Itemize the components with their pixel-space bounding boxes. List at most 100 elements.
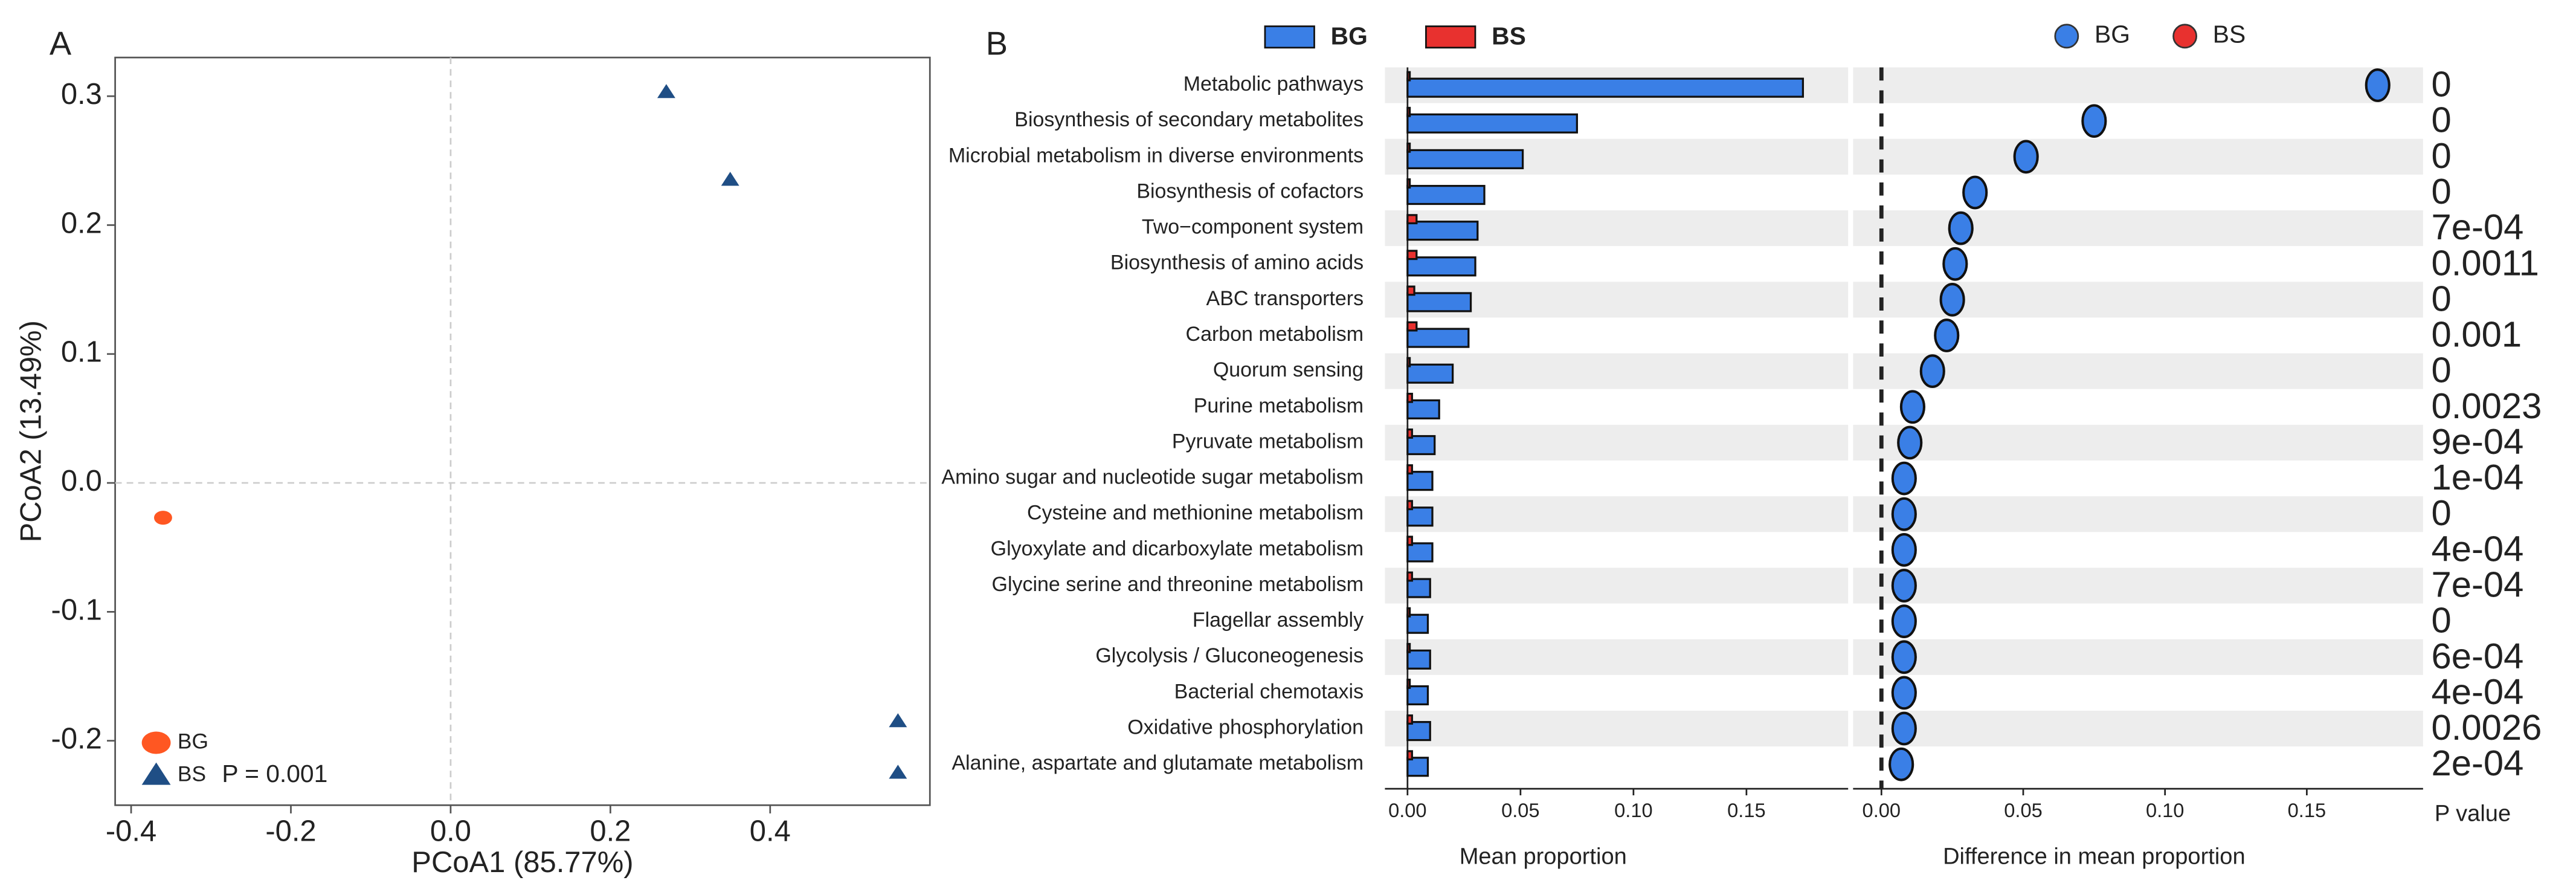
bar [1406,500,1413,511]
legend-swatch [1264,25,1315,49]
dot [1942,247,1968,281]
x-tick-label: 0.10 [1614,799,1652,821]
dot [1891,604,1917,639]
point-triangle [657,84,675,99]
y-tick-label: 0.0 [61,465,102,497]
row-band [1853,353,2423,389]
bar [1406,221,1479,241]
x-axis-title: Mean proportion [1460,844,1627,869]
row-band [1385,639,1849,675]
x-tick-label: 0.15 [1727,799,1765,821]
legend-swatch [2054,24,2079,49]
dot [1919,354,1945,389]
row-band [1853,138,2423,175]
x-tick-label: 0.4 [750,815,791,847]
p-value: 9e-04 [2431,421,2523,462]
bar [1406,142,1411,153]
p-value: 0 [2431,171,2451,212]
y-tick-label: -0.2 [51,723,102,755]
row-band [1853,67,2423,103]
bar [1406,292,1472,312]
bar [1406,435,1436,456]
bar [1406,571,1413,582]
bar [1406,71,1411,82]
bar [1406,721,1431,742]
row-band [1385,567,1849,604]
bar [1406,250,1418,260]
legend-label: BS [2213,21,2246,48]
bar [1406,428,1413,439]
p-value: 1e-04 [2431,457,2523,497]
bar [1406,542,1434,563]
x-tick-label: 0.00 [1863,799,1901,821]
x-tick-label: 0.05 [1501,799,1539,821]
bar [1406,649,1431,670]
p-value: 7e-04 [2431,564,2523,605]
row-band [1853,639,2423,675]
bar [1406,149,1524,169]
legend-swatch [2172,24,2197,49]
bar [1406,607,1411,618]
bar [1406,357,1411,367]
legend-swatch [141,731,171,754]
category-label: Microbial metabolism in diverse environm… [948,144,1364,167]
bar [1406,184,1486,205]
point-triangle [889,765,907,779]
bar [1406,178,1411,189]
bar [1406,750,1413,761]
legend-label: BG [2095,21,2130,48]
category-label: Biosynthesis of secondary metabolites [1014,108,1364,131]
bar [1406,757,1429,777]
bar [1406,77,1805,98]
dot [2013,140,2039,174]
p-value: 0 [2431,135,2451,176]
p-value: 0 [2431,350,2451,390]
p-value: 7e-04 [2431,207,2523,247]
bar [1406,685,1429,706]
row-band [1853,496,2423,532]
bar [1406,613,1429,634]
dot [1962,175,1988,210]
bar [1406,714,1413,725]
dot [1889,747,1914,781]
category-label: Purine metabolism [1194,394,1364,417]
x-tick-label: -0.2 [265,815,316,847]
dot [1891,711,1917,746]
bar [1406,679,1411,689]
category-label: Glyoxylate and dicarboxylate metabolism [991,537,1364,560]
row-band [1385,496,1849,532]
bar [1406,399,1440,419]
bar [1406,321,1418,332]
legend-label: BG [178,729,208,753]
x-tick-label: 0.10 [2146,799,2184,821]
x-axis-title: Difference in mean proportion [1943,844,2246,869]
p-value: 2e-04 [2431,743,2523,783]
p-value: 0 [2431,64,2451,105]
bar [1406,642,1411,653]
legend-label: BG [1331,22,1368,50]
dot [1934,318,1960,352]
y-axis-title: PCoA2 (13.49%) [15,320,48,542]
dot [1899,390,1925,424]
y-tick-label: 0.3 [61,78,102,111]
y-tick-label: 0.2 [61,207,102,239]
x-tick-label: 0.00 [1388,799,1426,821]
p-value: 6e-04 [2431,636,2523,676]
category-label: Cysteine and methionine metabolism [1027,502,1364,525]
dot [1891,569,1917,603]
panel-label: A [50,25,72,62]
plot-frame [114,56,931,806]
legend-swatch [1425,25,1476,49]
row-band [1853,710,2423,747]
p-value: 0.0026 [2431,707,2542,748]
bar [1406,535,1413,546]
p-value: 4e-04 [2431,528,2523,569]
bar [1406,285,1415,296]
x-tick-label: 0.0 [430,815,471,847]
x-tick-label: -0.4 [106,815,156,847]
row-band [1853,567,2423,604]
dot [1891,497,1917,531]
dot [2365,68,2391,102]
bar [1406,471,1434,491]
